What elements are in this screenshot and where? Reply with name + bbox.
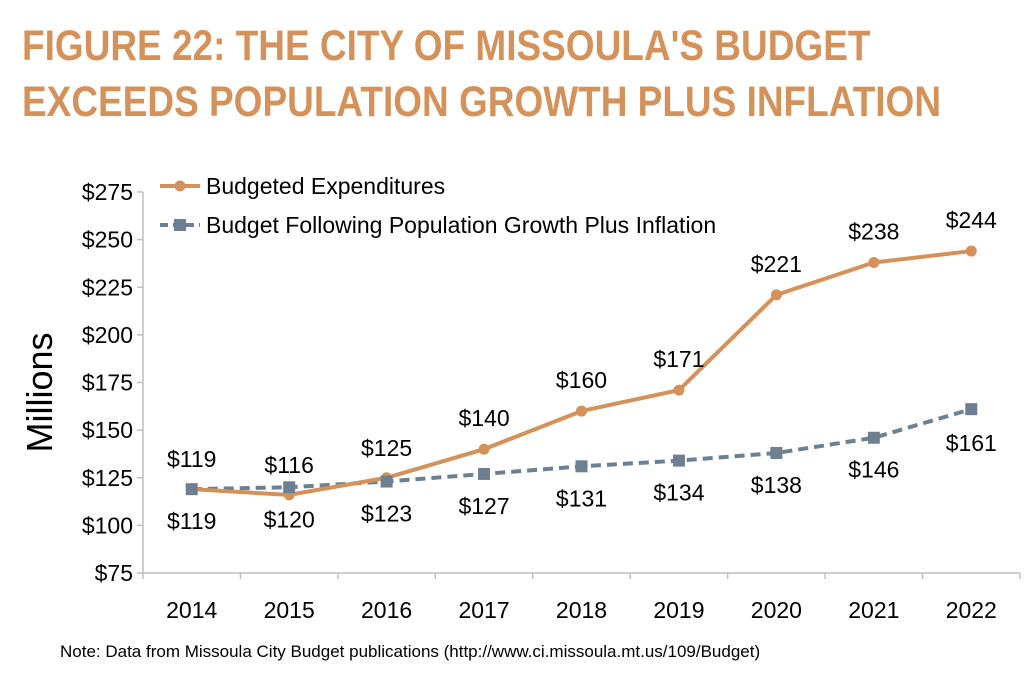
budgeted-data-label: $244 — [946, 207, 997, 233]
y-tick-label: $200 — [82, 322, 133, 348]
following-point — [283, 481, 296, 494]
budgeted-data-label: $160 — [556, 367, 607, 393]
following-point — [185, 483, 198, 496]
legend-budgeted-swatch-marker — [174, 180, 186, 192]
legend-following-label: Budget Following Population Growth Plus … — [206, 212, 716, 238]
budgeted-data-label: $125 — [361, 435, 412, 461]
y-tick-label: $75 — [95, 560, 133, 586]
chart-axes: $75 $100 $125 $150 $175 $200 $225 $250 $275 2014 2… — [19, 179, 1021, 623]
following-data-label: $131 — [556, 485, 607, 511]
x-tick-label: 2016 — [361, 597, 412, 623]
x-tick-label: 2015 — [264, 597, 315, 623]
budgeted-point — [868, 256, 880, 268]
budgeted-point — [770, 289, 782, 301]
chart-legend: Budgeted Expenditures Budget Following Po… — [160, 173, 716, 238]
following-point — [672, 454, 685, 467]
budgeted-point — [965, 245, 977, 257]
budgeted-data-label: $238 — [848, 218, 899, 244]
y-tick-label: $150 — [82, 417, 133, 443]
following-data-label: $134 — [653, 480, 704, 506]
following-point — [380, 475, 393, 488]
budgeted-point — [673, 384, 685, 396]
following-data-label: $127 — [458, 493, 509, 519]
x-tick-label: 2021 — [848, 597, 899, 623]
following-point — [867, 431, 880, 444]
following-data-label: $120 — [264, 506, 315, 532]
budgeted-point — [576, 405, 587, 417]
x-tick-label: 2018 — [556, 597, 607, 623]
y-tick-label: $275 — [82, 179, 133, 205]
following-data-label: $123 — [361, 501, 412, 527]
y-tick-label: $100 — [82, 512, 133, 538]
x-tick-label: 2019 — [653, 597, 704, 623]
budgeted-point — [478, 443, 490, 455]
following-data-label: $138 — [751, 472, 802, 498]
x-tick-label: 2017 — [458, 597, 509, 623]
budgeted-data-label: $221 — [751, 251, 802, 277]
y-tick-label: $250 — [82, 227, 133, 253]
y-tick-label: $175 — [82, 370, 133, 396]
budgeted-data-label: $119 — [167, 446, 216, 472]
legend-budgeted-label: Budgeted Expenditures — [206, 173, 445, 199]
x-tick-label: 2022 — [946, 597, 997, 623]
chart-data-labels: $119 $116 $125 $140 $160 $171 $221 $238 $244 $119… — [167, 207, 997, 534]
budgeted-data-label: $140 — [458, 405, 509, 431]
following-point — [478, 467, 491, 480]
x-tick-label: 2014 — [166, 597, 217, 623]
legend-following-swatch-marker — [174, 219, 186, 231]
y-tick-label: $225 — [82, 274, 133, 300]
budgeted-data-label: $171 — [653, 346, 704, 372]
following-data-label: $146 — [848, 457, 899, 483]
following-point — [770, 446, 783, 459]
source-note: Note: Data from Missoula City Budget pub… — [60, 642, 761, 661]
budgeted-data-label: $116 — [264, 452, 313, 478]
chart-series — [185, 245, 978, 501]
following-data-label: $161 — [946, 430, 997, 456]
chart-title-line-1: FIGURE 22: THE CITY OF MISSOULA'S BUDGET — [22, 22, 871, 70]
y-axis-title: Millions — [19, 332, 60, 452]
following-point — [965, 403, 978, 416]
x-tick-label: 2020 — [751, 597, 802, 623]
following-data-label: $119 — [167, 508, 216, 534]
chart-title: FIGURE 22: THE CITY OF MISSOULA'S BUDGET… — [22, 18, 942, 130]
chart-title-line-2: EXCEEDS POPULATION GROWTH PLUS INFLATION — [22, 78, 942, 126]
y-tick-label: $125 — [82, 465, 133, 491]
following-point — [575, 460, 588, 473]
